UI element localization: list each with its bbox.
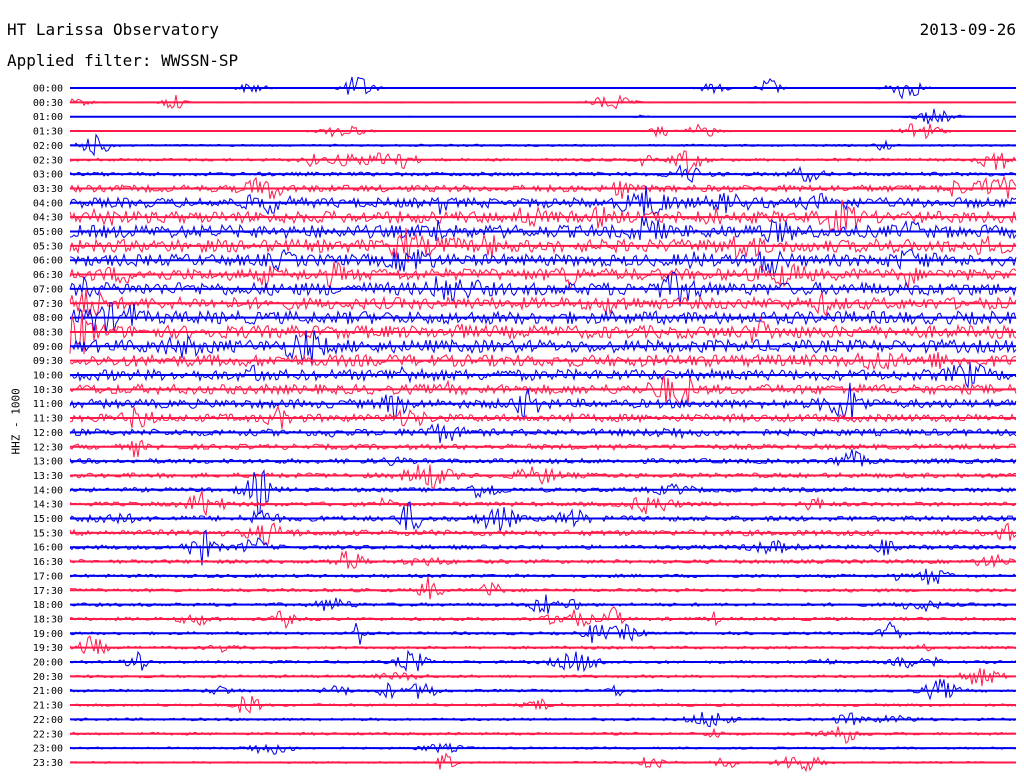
row-label-1230: 12:30 (33, 442, 63, 453)
seismic-traces (69, 76, 1017, 773)
row-label-0100: 01:00 (33, 112, 63, 123)
trace-0600 (69, 248, 1017, 277)
row-label-0930: 09:30 (33, 356, 63, 367)
row-label-1200: 12:00 (33, 428, 63, 439)
row-label-2030: 20:30 (33, 672, 63, 683)
trace-0500 (69, 216, 1017, 243)
row-label-0500: 05:00 (33, 227, 63, 238)
row-label-0430: 04:30 (33, 213, 63, 224)
trace-0900 (69, 330, 1017, 363)
row-label-1800: 18:00 (33, 600, 63, 611)
row-label-0800: 08:00 (33, 313, 63, 324)
trace-1100 (69, 382, 1017, 422)
row-label-2100: 21:00 (33, 686, 63, 697)
row-label-1600: 16:00 (33, 543, 63, 554)
row-label-0200: 02:00 (33, 141, 63, 152)
trace-0830 (69, 309, 1017, 355)
row-label-1330: 13:30 (33, 471, 63, 482)
row-label-0730: 07:30 (33, 299, 63, 310)
row-label-1130: 11:30 (33, 414, 63, 425)
row-label-2130: 21:30 (33, 701, 63, 712)
row-label-0230: 02:30 (33, 155, 63, 166)
row-label-2300: 23:00 (33, 744, 63, 755)
trace-0230 (69, 150, 1017, 176)
trace-1430 (69, 490, 1017, 517)
row-label-1630: 16:30 (33, 557, 63, 568)
trace-2100 (69, 678, 1017, 701)
row-label-1700: 17:00 (33, 571, 63, 582)
row-label-0300: 03:00 (33, 170, 63, 181)
row-label-0700: 07:00 (33, 284, 63, 295)
row-label-1430: 14:30 (33, 500, 63, 511)
station-title: HT Larissa Observatory (7, 20, 219, 39)
trace-0930 (69, 351, 1017, 371)
row-label-0530: 05:30 (33, 241, 63, 252)
row-label-0330: 03:30 (33, 184, 63, 195)
row-label-1100: 11:00 (33, 399, 63, 410)
row-label-0630: 06:30 (33, 270, 63, 281)
trace-1730 (69, 576, 1017, 600)
row-label-2230: 22:30 (33, 729, 63, 740)
trace-1230 (69, 439, 1017, 458)
row-label-0130: 01:30 (33, 127, 63, 138)
record-date: 2013-09-26 (919, 20, 1016, 39)
trace-0630 (69, 261, 1017, 292)
trace-1330 (69, 464, 1016, 489)
row-tick-labels: 00:00 00:30 01:00 01:30 02:00 02:30 03:00 03:30… (33, 84, 63, 769)
row-label-1400: 14:00 (33, 485, 63, 496)
row-label-1000: 10:00 (33, 371, 63, 382)
filter-label: Applied filter: WWSSN-SP (7, 51, 239, 70)
row-label-1730: 17:30 (33, 586, 63, 597)
row-label-0030: 00:30 (33, 98, 63, 109)
row-label-0400: 04:00 (33, 198, 63, 209)
row-label-2330: 23:30 (33, 758, 63, 769)
row-label-2000: 20:00 (33, 658, 63, 669)
row-label-1830: 18:30 (33, 614, 63, 625)
trace-1930 (69, 635, 1017, 655)
row-label-1900: 19:00 (33, 629, 63, 640)
trace-1000 (69, 361, 1017, 390)
row-label-1530: 15:30 (33, 528, 63, 539)
row-label-2200: 22:00 (33, 715, 63, 726)
trace-0400 (69, 185, 1017, 217)
trace-1500 (69, 501, 1017, 532)
row-label-1930: 19:30 (33, 643, 63, 654)
trace-0530 (69, 227, 1017, 263)
row-label-1030: 10:30 (33, 385, 63, 396)
row-label-0830: 08:30 (33, 327, 63, 338)
trace-1300 (69, 449, 1017, 467)
row-label-0000: 00:00 (33, 84, 63, 95)
row-label-0600: 06:00 (33, 256, 63, 267)
row-label-0900: 09:00 (33, 342, 63, 353)
trace-2230 (69, 726, 1017, 745)
row-label-1500: 15:00 (33, 514, 63, 525)
trace-0730 (69, 289, 1017, 317)
trace-1630 (69, 550, 1017, 569)
row-label-1300: 13:00 (33, 457, 63, 468)
